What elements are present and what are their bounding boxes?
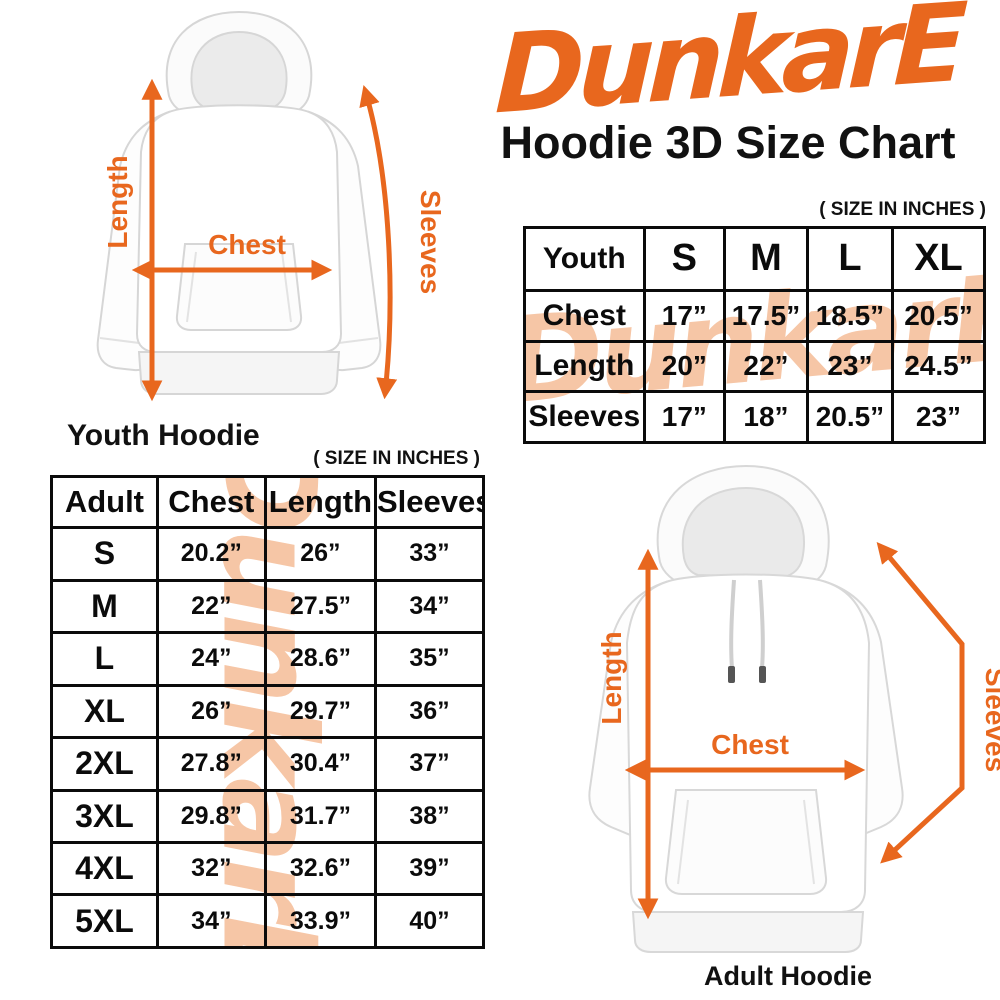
adult-size-row: 5XL 34” 33.9” 40”	[50, 893, 485, 949]
youth-cell: 17”	[642, 390, 727, 444]
adult-size-row: M 22” 27.5” 34”	[50, 578, 485, 635]
adult-cell: 32.6”	[263, 840, 377, 897]
adult-size-table: Adult Chest Length Sleeves S 20.2” 26” 3…	[50, 475, 485, 949]
youth-length-row: Length 20” 22” 23” 24.5”	[523, 339, 986, 394]
adult-row-label: S	[50, 526, 159, 582]
adult-cell: 26”	[155, 683, 267, 740]
adult-sleeves-label: Sleeves	[980, 668, 1000, 772]
youth-measure-arrows	[131, 78, 398, 402]
adult-cell: 27.8”	[155, 736, 267, 792]
adult-cell: 28.6”	[263, 631, 377, 687]
adult-header-cell: Adult	[50, 475, 159, 530]
youth-hoodie-diagram: Length Chest Sleeves	[96, 10, 446, 402]
adult-cell: 36”	[373, 683, 485, 740]
youth-row-label: Chest	[523, 288, 646, 343]
adult-size-row: L 24” 28.6” 35”	[50, 631, 485, 687]
adult-sleeves-arrow	[876, 541, 965, 864]
adult-chest-label: Chest	[711, 729, 789, 760]
adult-cell: 26”	[263, 526, 377, 582]
adult-cell: 35”	[373, 631, 485, 687]
youth-figure-caption: Youth Hoodie	[67, 419, 260, 452]
youth-size-table-container: DunkarE Youth S M L XL Chest 17” 17.5” 1…	[523, 226, 986, 444]
youth-cell: 17.5”	[723, 288, 809, 343]
adult-hoodie-figure: Length Chest Sleeves Adult Hoodie	[488, 458, 1000, 992]
adult-hoodie-illustration	[588, 464, 904, 953]
youth-sleeves-row: Sleeves 17” 18” 20.5” 23”	[523, 390, 986, 444]
adult-row-label: 5XL	[50, 893, 159, 949]
brand-header: DunkarE Hoodie 3D Size Chart	[458, 0, 998, 169]
youth-cell: 17”	[642, 288, 727, 343]
adult-row-label: 3XL	[50, 788, 159, 844]
youth-cell: 22”	[723, 339, 809, 394]
adult-header-cell: Sleeves	[373, 475, 485, 530]
adult-cell: 29.8”	[155, 788, 267, 844]
youth-sleeves-label: Sleeves	[415, 190, 446, 294]
youth-cell: 18.5”	[805, 288, 894, 343]
adult-hoodie-diagram: Length Chest Sleeves	[588, 464, 1000, 953]
youth-header-cell: L	[805, 226, 894, 292]
youth-header-cell: Youth	[523, 226, 646, 292]
youth-cell: 24.5”	[890, 339, 986, 394]
adult-cell: 29.7”	[263, 683, 377, 740]
adult-row-label: 4XL	[50, 840, 159, 897]
adult-size-row: XL 26” 29.7” 36”	[50, 683, 485, 740]
adult-size-row: 3XL 29.8” 31.7” 38”	[50, 788, 485, 844]
adult-cell: 38”	[373, 788, 485, 844]
youth-cell: 20.5”	[890, 288, 986, 343]
youth-chest-label: Chest	[208, 229, 286, 260]
adult-measure-arrows	[624, 541, 965, 920]
adult-figure-caption: Adult Hoodie	[704, 961, 872, 991]
adult-cell: 24”	[155, 631, 267, 687]
adult-cell: 37”	[373, 736, 485, 792]
adult-row-label: M	[50, 578, 159, 635]
youth-size-note: ( SIZE IN INCHES )	[819, 199, 986, 220]
adult-size-row: 4XL 32” 32.6” 39”	[50, 840, 485, 897]
adult-cell: 39”	[373, 840, 485, 897]
youth-header-cell: XL	[890, 226, 986, 292]
youth-hoodie-illustration	[96, 10, 382, 395]
youth-cell: 18”	[723, 390, 809, 444]
youth-cell: 20.5”	[805, 390, 894, 444]
adult-header-row: Adult Chest Length Sleeves	[50, 475, 485, 530]
youth-length-label: Length	[102, 155, 133, 248]
youth-header-cell: S	[642, 226, 727, 292]
youth-sleeves-arrow	[359, 84, 398, 400]
adult-size-note: ( SIZE IN INCHES )	[313, 448, 480, 469]
youth-size-table: Youth S M L XL Chest 17” 17.5” 18.5” 20.…	[523, 226, 986, 444]
adult-cell: 40”	[373, 893, 485, 949]
adult-size-table-container: DunkarE Adult Chest Length Sleeves S 20.…	[50, 475, 485, 949]
adult-header-cell: Length	[263, 475, 377, 530]
youth-header-cell: M	[723, 226, 809, 292]
page-title: Hoodie 3D Size Chart	[500, 116, 956, 168]
youth-hoodie-figure: Length Chest Sleeves Youth Hoodie	[15, 2, 463, 453]
adult-size-row: S 20.2” 26” 33”	[50, 526, 485, 582]
adult-cell: 34”	[155, 893, 267, 949]
adult-cell: 34”	[373, 578, 485, 635]
youth-row-label: Length	[523, 339, 646, 394]
adult-size-row: 2XL 27.8” 30.4” 37”	[50, 736, 485, 792]
youth-chest-row: Chest 17” 17.5” 18.5” 20.5”	[523, 288, 986, 343]
adult-cell: 32”	[155, 840, 267, 897]
adult-cell: 31.7”	[263, 788, 377, 844]
adult-cell: 27.5”	[263, 578, 377, 635]
youth-header-row: Youth S M L XL	[523, 226, 986, 292]
adult-cell: 33.9”	[263, 893, 377, 949]
youth-cell: 20”	[642, 339, 727, 394]
adult-cell: 20.2”	[155, 526, 267, 582]
adult-cell: 30.4”	[263, 736, 377, 792]
adult-row-label: XL	[50, 683, 159, 740]
youth-row-label: Sleeves	[523, 390, 646, 444]
youth-cell: 23”	[890, 390, 986, 444]
adult-length-label: Length	[596, 631, 627, 724]
adult-row-label: 2XL	[50, 736, 159, 792]
adult-header-cell: Chest	[155, 475, 267, 530]
adult-cell: 33”	[373, 526, 485, 582]
youth-cell: 23”	[805, 339, 894, 394]
adult-row-label: L	[50, 631, 159, 687]
adult-cell: 22”	[155, 578, 267, 635]
